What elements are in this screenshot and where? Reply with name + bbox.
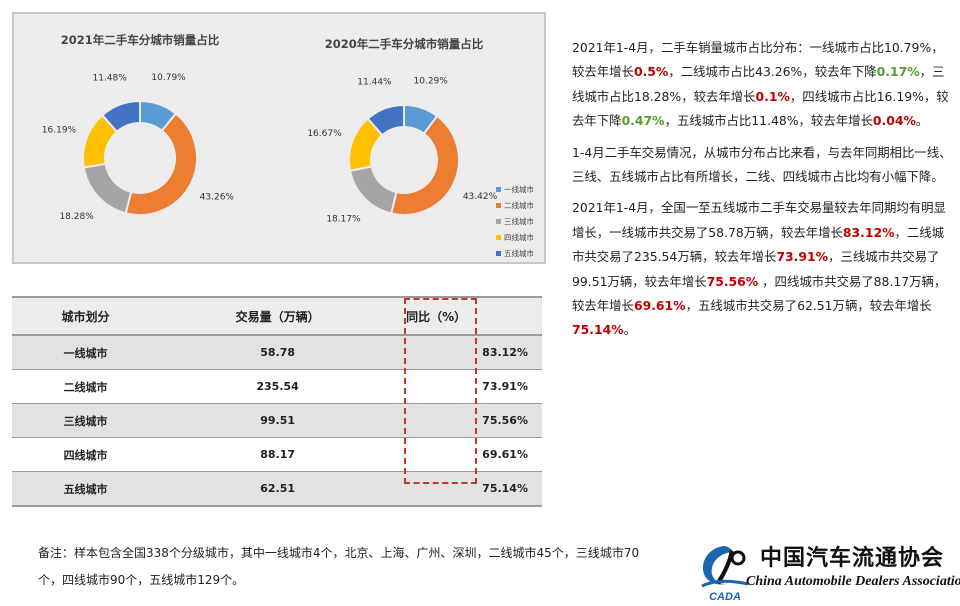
cell-volume: 88.17 [159,437,397,472]
cell-yoy: 75.14% [396,471,542,507]
analysis-paragraph-1: 2021年1-4月，二手车销量城市占比分布：一线城市占比10.79%，较去年增长… [572,36,952,134]
highlighted-value: 0.47% [621,113,665,129]
highlighted-value: 0.04% [872,113,916,129]
highlighted-value: 75.56% [706,273,759,289]
cell-yoy: 83.12% [396,335,542,370]
header-yoy: 同比（%） [396,296,542,336]
data-label-tier3: 18.17% [326,214,361,224]
donut-slice-tier5 [100,99,141,134]
highlighted-value: 0.1% [755,88,790,104]
cada-logo: CADA 中国汽车流通协会 China Automobile Dealers A… [694,540,960,602]
header-volume: 交易量（万辆） [159,296,397,336]
highlighted-value: 0.17% [876,64,920,80]
logo-chinese-name: 中国汽车流通协会 [760,545,945,571]
legend-label-tier1: 一线城市 [504,184,534,194]
logo-english-name: China Automobile Dealers Association [746,574,960,589]
text-segment: ，五线城市占比11.48%，较去年增长 [664,113,873,129]
text-segment: ，二线城市占比43.26%，较去年下降 [668,64,877,80]
donut-charts-svg: 2021年二手车分城市销量占比 2020年二手车分城市销量占比 10.79% 43… [42,33,535,258]
legend-swatch-tier1 [496,187,501,192]
chart-2020-title: 2020年二手车分城市销量占比 [325,37,484,51]
analysis-paragraph-2: 1-4月二手车交易情况，从城市分布占比来看，与去年同期相比一线、三线、五线城市占… [572,141,952,190]
legend-label-tier2: 二线城市 [504,200,534,210]
legend-swatch-tier2 [496,203,501,208]
text-segment: 。 [915,113,929,129]
cell-yoy: 75.56% [396,403,542,438]
text-segment: 2021年1-4月，全国一至五线城市二手车交易量较去年同期均有明显增长，一线城市… [572,200,946,240]
data-label-tier3: 18.28% [59,212,94,222]
text-segment: 。 [623,322,636,338]
text-segment: ，二线城市共交易了235.54万辆，较去年增长 [572,224,945,265]
footnote: 备注：样本包含全国338个分级城市，其中一线城市4个，北京、上海、广州、深圳，二… [38,546,640,587]
highlighted-value: 73.91% [776,249,829,265]
analysis-paragraph-3: 2021年1-4月，全国一至五线城市二手车交易量较去年同期均有明显增长，一线城市… [572,196,952,342]
legend-swatch-tier3 [496,219,501,224]
donut-slice-tier3 [348,165,398,215]
data-label-tier4: 16.67% [307,129,342,139]
cell-yoy: 73.91% [396,369,542,404]
table-row: 一线城市 58.78 83.12% [12,335,542,370]
legend-label-tier4: 四线城市 [504,232,534,242]
legend-swatch-tier4 [496,235,501,240]
cell-yoy: 69.61% [396,437,542,472]
text-segment: ，五线城市共交易了62.51万辆，较去年增长 [685,298,932,314]
data-label-tier2: 43.42% [463,192,498,202]
cada-emblem-icon: CADA [701,546,749,602]
donut-charts-panel: 2021年二手车分城市销量占比 2020年二手车分城市销量占比 10.79% 43… [12,12,546,264]
cell-city: 一线城市 [12,335,160,370]
text-segment: ，三线城市共交易了99.51万辆，较去年增长 [572,249,940,289]
highlighted-value: 75.14% [572,322,624,338]
highlighted-value: 83.12% [842,224,895,240]
data-label-tier2: 43.26% [200,193,235,203]
donut-slice-tier2 [390,114,460,216]
table-row: 二线城市 235.54 73.91% [12,369,542,404]
analysis-text: 2021年1-4月，二手车销量城市占比分布：一线城市占比10.79%，较去年增长… [572,36,952,350]
data-label-tier1: 10.79% [151,73,186,83]
text-segment: 2021年1-4月，二手车销量城市占比分布：一线城市占比10.79%，较去年增长 [572,40,944,80]
cell-city: 二线城市 [12,369,160,404]
data-label-tier1: 10.29% [414,76,449,86]
table-row: 三线城市 99.51 75.56% [12,403,542,438]
city-volume-table: 城市划分 交易量（万辆） 同比（%） 一线城市 58.78 83.12% 二线城… [12,296,542,507]
highlighted-value: 0.5% [633,64,669,80]
data-label-tier5: 11.44% [357,77,392,87]
data-label-tier5: 11.48% [92,74,127,84]
cell-city: 三线城市 [12,403,160,438]
chart-2021-title: 2021年二手车分城市销量占比 [61,33,220,47]
legend-label-tier3: 三线城市 [504,216,534,226]
text-segment: ，三线城市占比18.28%，较去年增长 [572,64,945,104]
cell-city: 四线城市 [12,437,160,472]
text-segment: ，四线城市占比16.19%，较去年下降 [572,88,949,129]
legend-swatch-tier5 [496,251,501,256]
table-row: 四线城市 88.17 69.61% [12,437,542,472]
table-row: 五线城市 62.51 75.14% [12,471,542,507]
donut-slice-tier5 [366,103,405,137]
header-city: 城市划分 [12,296,160,336]
cell-volume: 99.51 [159,403,397,438]
svg-text:CADA: CADA [709,591,741,602]
donut-slice-tier2 [124,112,198,216]
legend-label-tier5: 五线城市 [504,248,534,258]
cell-volume: 235.54 [159,369,397,404]
text-segment: ，四线城市共交易了88.17万辆，较去年增长 [572,273,947,314]
donut-slice-tier3 [82,162,133,215]
table-header-row: 城市划分 交易量（万辆） 同比（%） [12,296,542,336]
cell-volume: 58.78 [159,335,397,370]
cell-volume: 62.51 [159,471,397,507]
donut-2021: 10.79% 43.26% 18.28% 16.19% 11.48% [42,73,235,222]
cell-city: 五线城市 [12,471,160,507]
data-label-tier4: 16.19% [42,125,77,135]
donut-2020: 10.29% 43.42% 18.17% 16.67% 11.44% [307,76,497,224]
text-segment: 1-4月二手车交易情况，从城市分布占比来看，与去年同期相比一线、三线、五线城市占… [572,144,952,185]
highlighted-value: 69.61% [633,298,686,314]
